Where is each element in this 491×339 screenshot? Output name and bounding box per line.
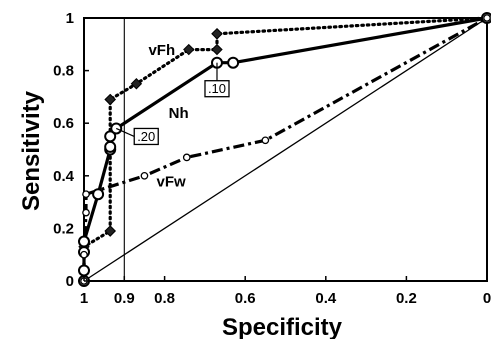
data-point-nh xyxy=(78,235,90,248)
y-tick-label: 1 xyxy=(66,10,74,27)
y-axis-title: Sensitivity xyxy=(18,90,45,211)
data-point-nh xyxy=(110,122,123,135)
series-line-vfh xyxy=(82,16,489,283)
data-point-nh xyxy=(78,264,90,277)
diagonal-reference-line xyxy=(83,17,488,282)
y-tick-label: 0.4 xyxy=(53,168,75,185)
x-tick-label: 0.4 xyxy=(315,290,337,307)
annotation-box xyxy=(204,80,230,98)
annotation-box xyxy=(133,127,159,146)
data-point-vfh xyxy=(211,43,223,56)
data-point-vfh xyxy=(211,28,223,40)
data-point-nh xyxy=(104,140,117,153)
x-tick-label: 0.2 xyxy=(396,290,417,307)
x-tick-label: 0.8 xyxy=(154,290,175,307)
data-point-vfh xyxy=(104,225,116,237)
x-tick-label: 0 xyxy=(483,290,491,307)
plot-frame xyxy=(83,17,488,282)
y-tick-label: 0 xyxy=(66,273,74,290)
data-point-vfw xyxy=(82,190,90,199)
y-tick-label: 0.2 xyxy=(53,220,74,237)
annotation-label: .10 xyxy=(208,81,226,96)
x-tick-label: 1 xyxy=(80,290,88,307)
series-line-vfw xyxy=(82,16,488,281)
data-point-vfw xyxy=(261,136,270,145)
data-point-vfw xyxy=(82,208,90,217)
y-tick-label: 0.8 xyxy=(53,63,74,80)
data-point-vfw xyxy=(80,250,88,259)
data-point-vfw xyxy=(483,14,491,22)
annotation-pointer xyxy=(115,127,135,138)
data-point-vfw xyxy=(182,153,191,162)
data-point-vfh xyxy=(104,93,116,106)
data-point-vfh xyxy=(130,78,143,90)
series-label-vfw: vFw xyxy=(157,173,187,190)
x-tick-label: 0.6 xyxy=(235,290,256,307)
data-point-vfw xyxy=(140,171,149,180)
x-axis-title: Specificity xyxy=(222,314,343,339)
y-tick-label: 0.6 xyxy=(53,115,74,132)
data-point-vfh xyxy=(183,43,195,56)
series-label-vfh: vFh xyxy=(148,42,175,59)
x-tick-label: 0.9 xyxy=(114,290,135,307)
data-point-nh xyxy=(92,188,105,201)
series-label-nh: Nh xyxy=(169,105,189,122)
data-point-nh xyxy=(227,56,240,69)
data-point-nh xyxy=(104,130,117,143)
annotation-label: .20 xyxy=(137,129,155,144)
